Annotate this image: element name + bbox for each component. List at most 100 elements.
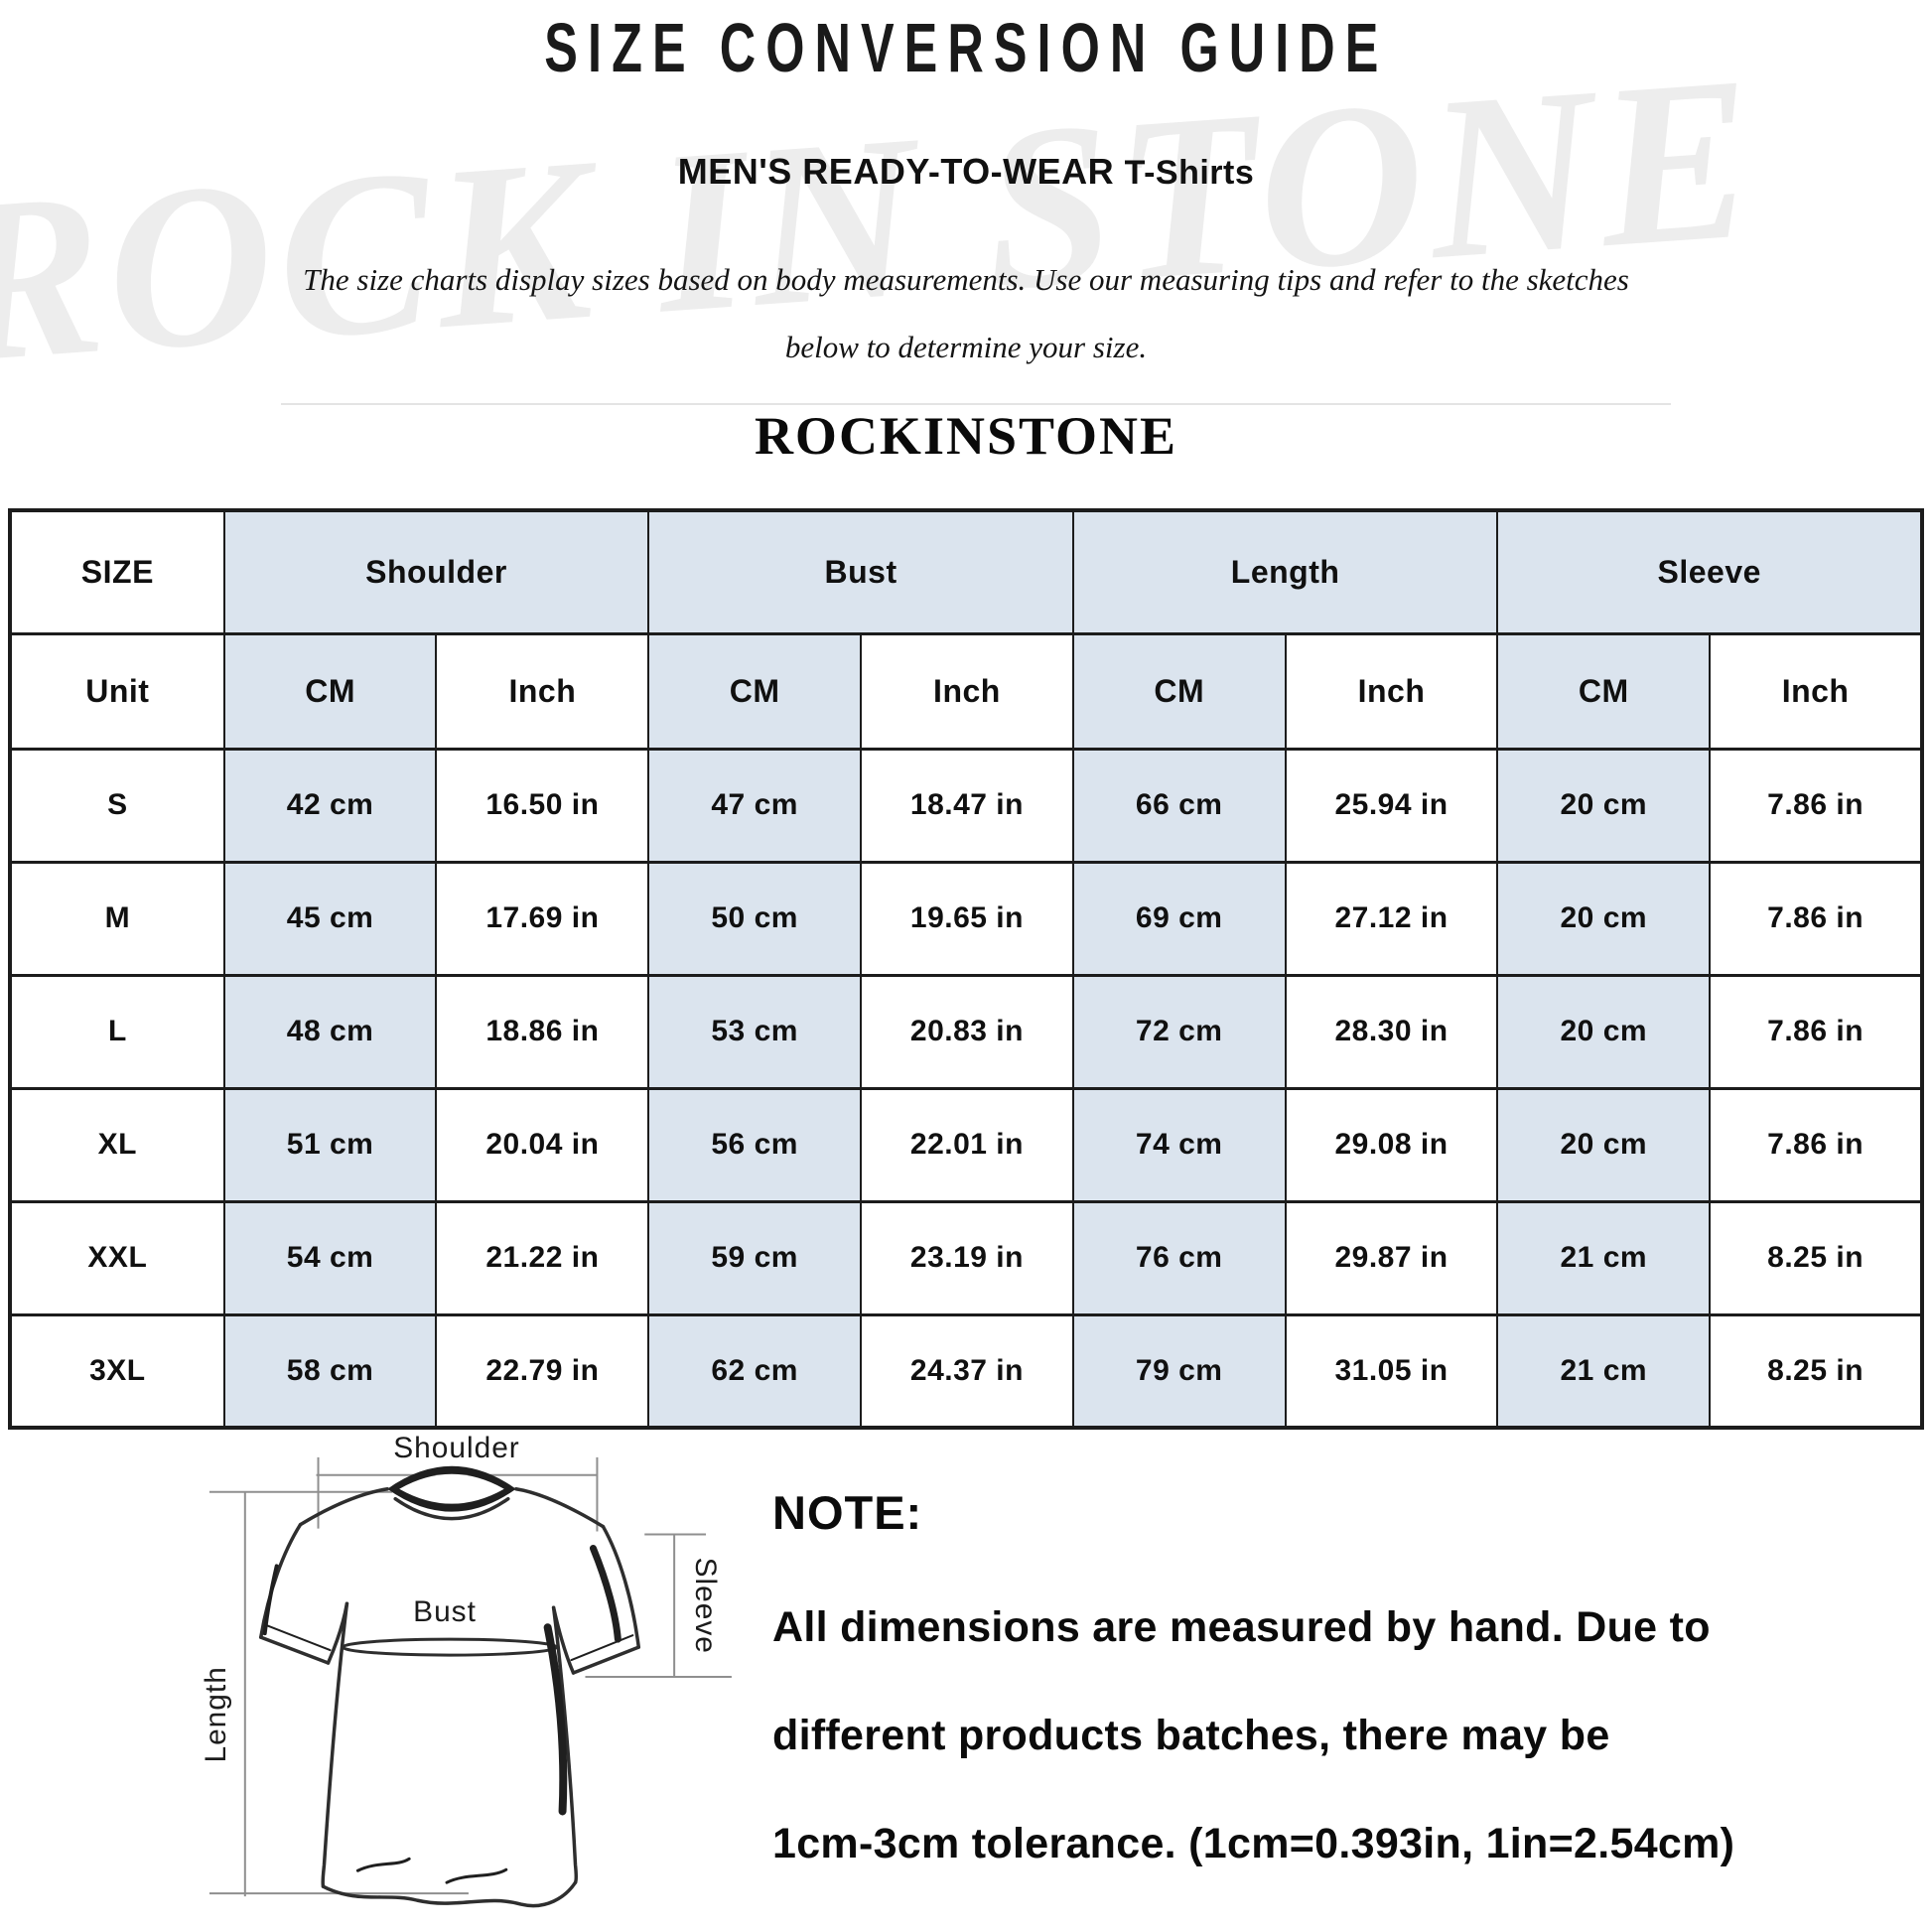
tshirt-measurement-diagram: Shoulder Bust Length Sleeve: [200, 1432, 732, 1908]
table-cell: 72 cm: [1071, 973, 1287, 1090]
subtitle-product: T-Shirts: [1124, 154, 1255, 192]
dimension-lines: [208, 1456, 732, 1897]
table-row-3xl: 3XL 58 cm 22.79 in 62 cm 24.37 in 79 cm …: [9, 1312, 1923, 1430]
unit-header-cm: CM: [1071, 631, 1287, 751]
table-cell: 79 cm: [1071, 1312, 1287, 1430]
table-cell: 20.04 in: [435, 1086, 650, 1203]
table-cell: 20.83 in: [860, 973, 1074, 1090]
table-cell: 74 cm: [1071, 1086, 1287, 1203]
size-cell: XL: [9, 1086, 225, 1203]
table-cell: 76 cm: [1071, 1199, 1287, 1316]
group-header-sleeve: Sleeve: [1496, 508, 1923, 635]
page-title: SIZE CONVERSION GUIDE: [543, 9, 1389, 86]
diagram-shoulder-label: Shoulder: [393, 1432, 520, 1464]
note-line-1: All dimensions are measured by hand. Due…: [772, 1603, 1711, 1651]
unit-header-cm: CM: [222, 631, 438, 751]
table-row-m: M 45 cm 17.69 in 50 cm 19.65 in 69 cm 27…: [9, 860, 1923, 977]
note-line-3: 1cm-3cm tolerance. (1cm=0.393in, 1in=2.5…: [772, 1820, 1735, 1867]
table-cell: 45 cm: [222, 860, 438, 977]
table-cell: 29.87 in: [1284, 1199, 1499, 1316]
table-cell: 53 cm: [647, 973, 863, 1090]
table-cell: 7.86 in: [1709, 860, 1923, 977]
table-cell: 21 cm: [1496, 1199, 1712, 1316]
size-cell: M: [9, 860, 225, 977]
table-unit-row: Unit CM Inch CM Inch CM Inch CM Inch: [9, 631, 1923, 751]
table-cell: 22.01 in: [860, 1086, 1074, 1203]
table-group-header-row: SIZE Shoulder Bust Length Sleeve: [9, 508, 1923, 635]
table-cell: 28.30 in: [1284, 973, 1499, 1090]
table-cell: 7.86 in: [1709, 973, 1923, 1090]
note-section: NOTE: All dimensions are measured by han…: [772, 1485, 1924, 1898]
size-corner-header: SIZE: [9, 508, 225, 635]
table-cell: 29.08 in: [1284, 1086, 1499, 1203]
group-header-bust: Bust: [647, 508, 1074, 635]
unit-header-inch: Inch: [1709, 631, 1923, 751]
table-cell: 21.22 in: [435, 1199, 650, 1316]
table-row-xxl: XXL 54 cm 21.22 in 59 cm 23.19 in 76 cm …: [9, 1199, 1923, 1316]
size-cell: 3XL: [9, 1312, 225, 1430]
group-header-shoulder: Shoulder: [222, 508, 650, 635]
table-cell: 56 cm: [647, 1086, 863, 1203]
unit-header-inch: Inch: [860, 631, 1074, 751]
table-cell: 7.86 in: [1709, 1086, 1923, 1203]
diagram-sleeve-label: Sleeve: [689, 1558, 722, 1654]
brand-name: ROCKINSTONE: [754, 406, 1178, 466]
unit-header-inch: Inch: [1284, 631, 1499, 751]
table-cell: 54 cm: [222, 1199, 438, 1316]
unit-header-cm: CM: [1496, 631, 1712, 751]
diagram-bust-label: Bust: [413, 1595, 477, 1628]
note-line-2: different products batches, there may be: [772, 1712, 1610, 1759]
tshirt-shading: [262, 1545, 621, 1884]
table-cell: 23.19 in: [860, 1199, 1074, 1316]
table-cell: 20 cm: [1496, 860, 1712, 977]
tshirt-outline: [259, 1465, 641, 1908]
table-cell: 47 cm: [647, 747, 863, 864]
table-cell: 50 cm: [647, 860, 863, 977]
table-cell: 69 cm: [1071, 860, 1287, 977]
table-cell: 8.25 in: [1709, 1312, 1923, 1430]
size-cell: S: [9, 747, 225, 864]
size-table: SIZE Shoulder Bust Length Sleeve Unit CM…: [8, 508, 1924, 1430]
table-cell: 42 cm: [222, 747, 438, 864]
table-cell: 19.65 in: [860, 860, 1074, 977]
table-cell: 31.05 in: [1284, 1312, 1499, 1430]
table-cell: 8.25 in: [1709, 1199, 1923, 1316]
table-cell: 48 cm: [222, 973, 438, 1090]
table-row-l: L 48 cm 18.86 in 53 cm 20.83 in 72 cm 28…: [9, 973, 1923, 1090]
description: The size charts display sizes based on b…: [0, 246, 1932, 381]
table-cell: 20 cm: [1496, 1086, 1712, 1203]
size-cell: L: [9, 973, 225, 1090]
table-cell: 58 cm: [222, 1312, 438, 1430]
table-cell: 17.69 in: [435, 860, 650, 977]
unit-header-cm: CM: [647, 631, 863, 751]
table-cell: 16.50 in: [435, 747, 650, 864]
divider-rule: [281, 403, 1671, 405]
description-line-2: below to determine your size.: [784, 330, 1148, 364]
table-cell: 24.37 in: [860, 1312, 1074, 1430]
table-cell: 21 cm: [1496, 1312, 1712, 1430]
table-cell: 66 cm: [1071, 747, 1287, 864]
table-cell: 20 cm: [1496, 747, 1712, 864]
unit-row-label: Unit: [9, 631, 225, 751]
table-row-xl: XL 51 cm 20.04 in 56 cm 22.01 in 74 cm 2…: [9, 1086, 1923, 1203]
note-heading: NOTE:: [772, 1486, 923, 1539]
subtitle: MEN'S READY-TO-WEAR T-Shirts: [0, 151, 1932, 193]
table-row-s: S 42 cm 16.50 in 47 cm 18.47 in 66 cm 25…: [9, 747, 1923, 864]
table-cell: 20 cm: [1496, 973, 1712, 1090]
diagram-length-label: Length: [200, 1666, 232, 1762]
table-cell: 62 cm: [647, 1312, 863, 1430]
size-cell: XXL: [9, 1199, 225, 1316]
table-cell: 25.94 in: [1284, 747, 1499, 864]
group-header-length: Length: [1071, 508, 1499, 635]
table-cell: 27.12 in: [1284, 860, 1499, 977]
table-cell: 18.86 in: [435, 973, 650, 1090]
unit-header-inch: Inch: [435, 631, 650, 751]
description-line-1: The size charts display sizes based on b…: [303, 262, 1629, 297]
table-cell: 7.86 in: [1709, 747, 1923, 864]
table-cell: 51 cm: [222, 1086, 438, 1203]
table-cell: 18.47 in: [860, 747, 1074, 864]
table-cell: 59 cm: [647, 1199, 863, 1316]
table-cell: 22.79 in: [435, 1312, 650, 1430]
subtitle-category: MEN'S READY-TO-WEAR: [677, 151, 1115, 192]
